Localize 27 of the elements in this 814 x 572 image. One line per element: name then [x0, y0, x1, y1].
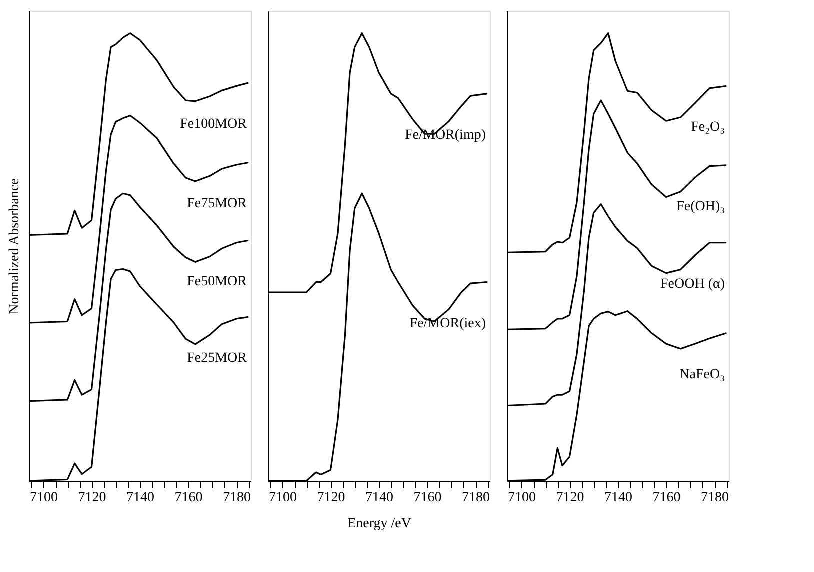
x-tick-label: 7140 [604, 490, 632, 506]
y-axis-title: Normalized Absorbance [8, 178, 22, 314]
series-label: NaFeO₃ [680, 367, 726, 382]
series-label: Fe/MOR(iex) [410, 316, 486, 332]
series-label: FeOOH (α) [660, 276, 726, 292]
x-tick-label: 7120 [556, 490, 584, 506]
x-tick-label: 7140 [366, 490, 394, 506]
series-label: Fe25MOR [187, 351, 248, 366]
x-tick-label: 7120 [317, 490, 346, 506]
x-tick-label: 7100 [508, 490, 536, 506]
x-tick-label: 7120 [78, 490, 106, 506]
series-label: Fe50MOR [187, 274, 248, 290]
x-tick-label: 7160 [652, 490, 681, 506]
x-tick-label: 7100 [268, 490, 297, 506]
x-tick-label: 7180 [701, 490, 730, 506]
series-label: Fe/MOR(imp) [405, 128, 486, 143]
x-tick-label: 7160 [414, 490, 442, 506]
x-tick-label: 7100 [30, 490, 58, 506]
x-tick-label: 7180 [223, 490, 252, 506]
x-tick-label: 7140 [126, 490, 154, 506]
series-label: Fe75MOR [187, 196, 248, 212]
x-axis-title: Energy /eV [348, 516, 412, 532]
x-tick-label: 7160 [174, 490, 203, 506]
x-tick-label: 7180 [462, 490, 490, 506]
series-label: Fe₂O₃ [691, 120, 726, 136]
series-label: Fe(OH)₃ [676, 199, 726, 214]
series-label: Fe100MOR [180, 117, 248, 132]
